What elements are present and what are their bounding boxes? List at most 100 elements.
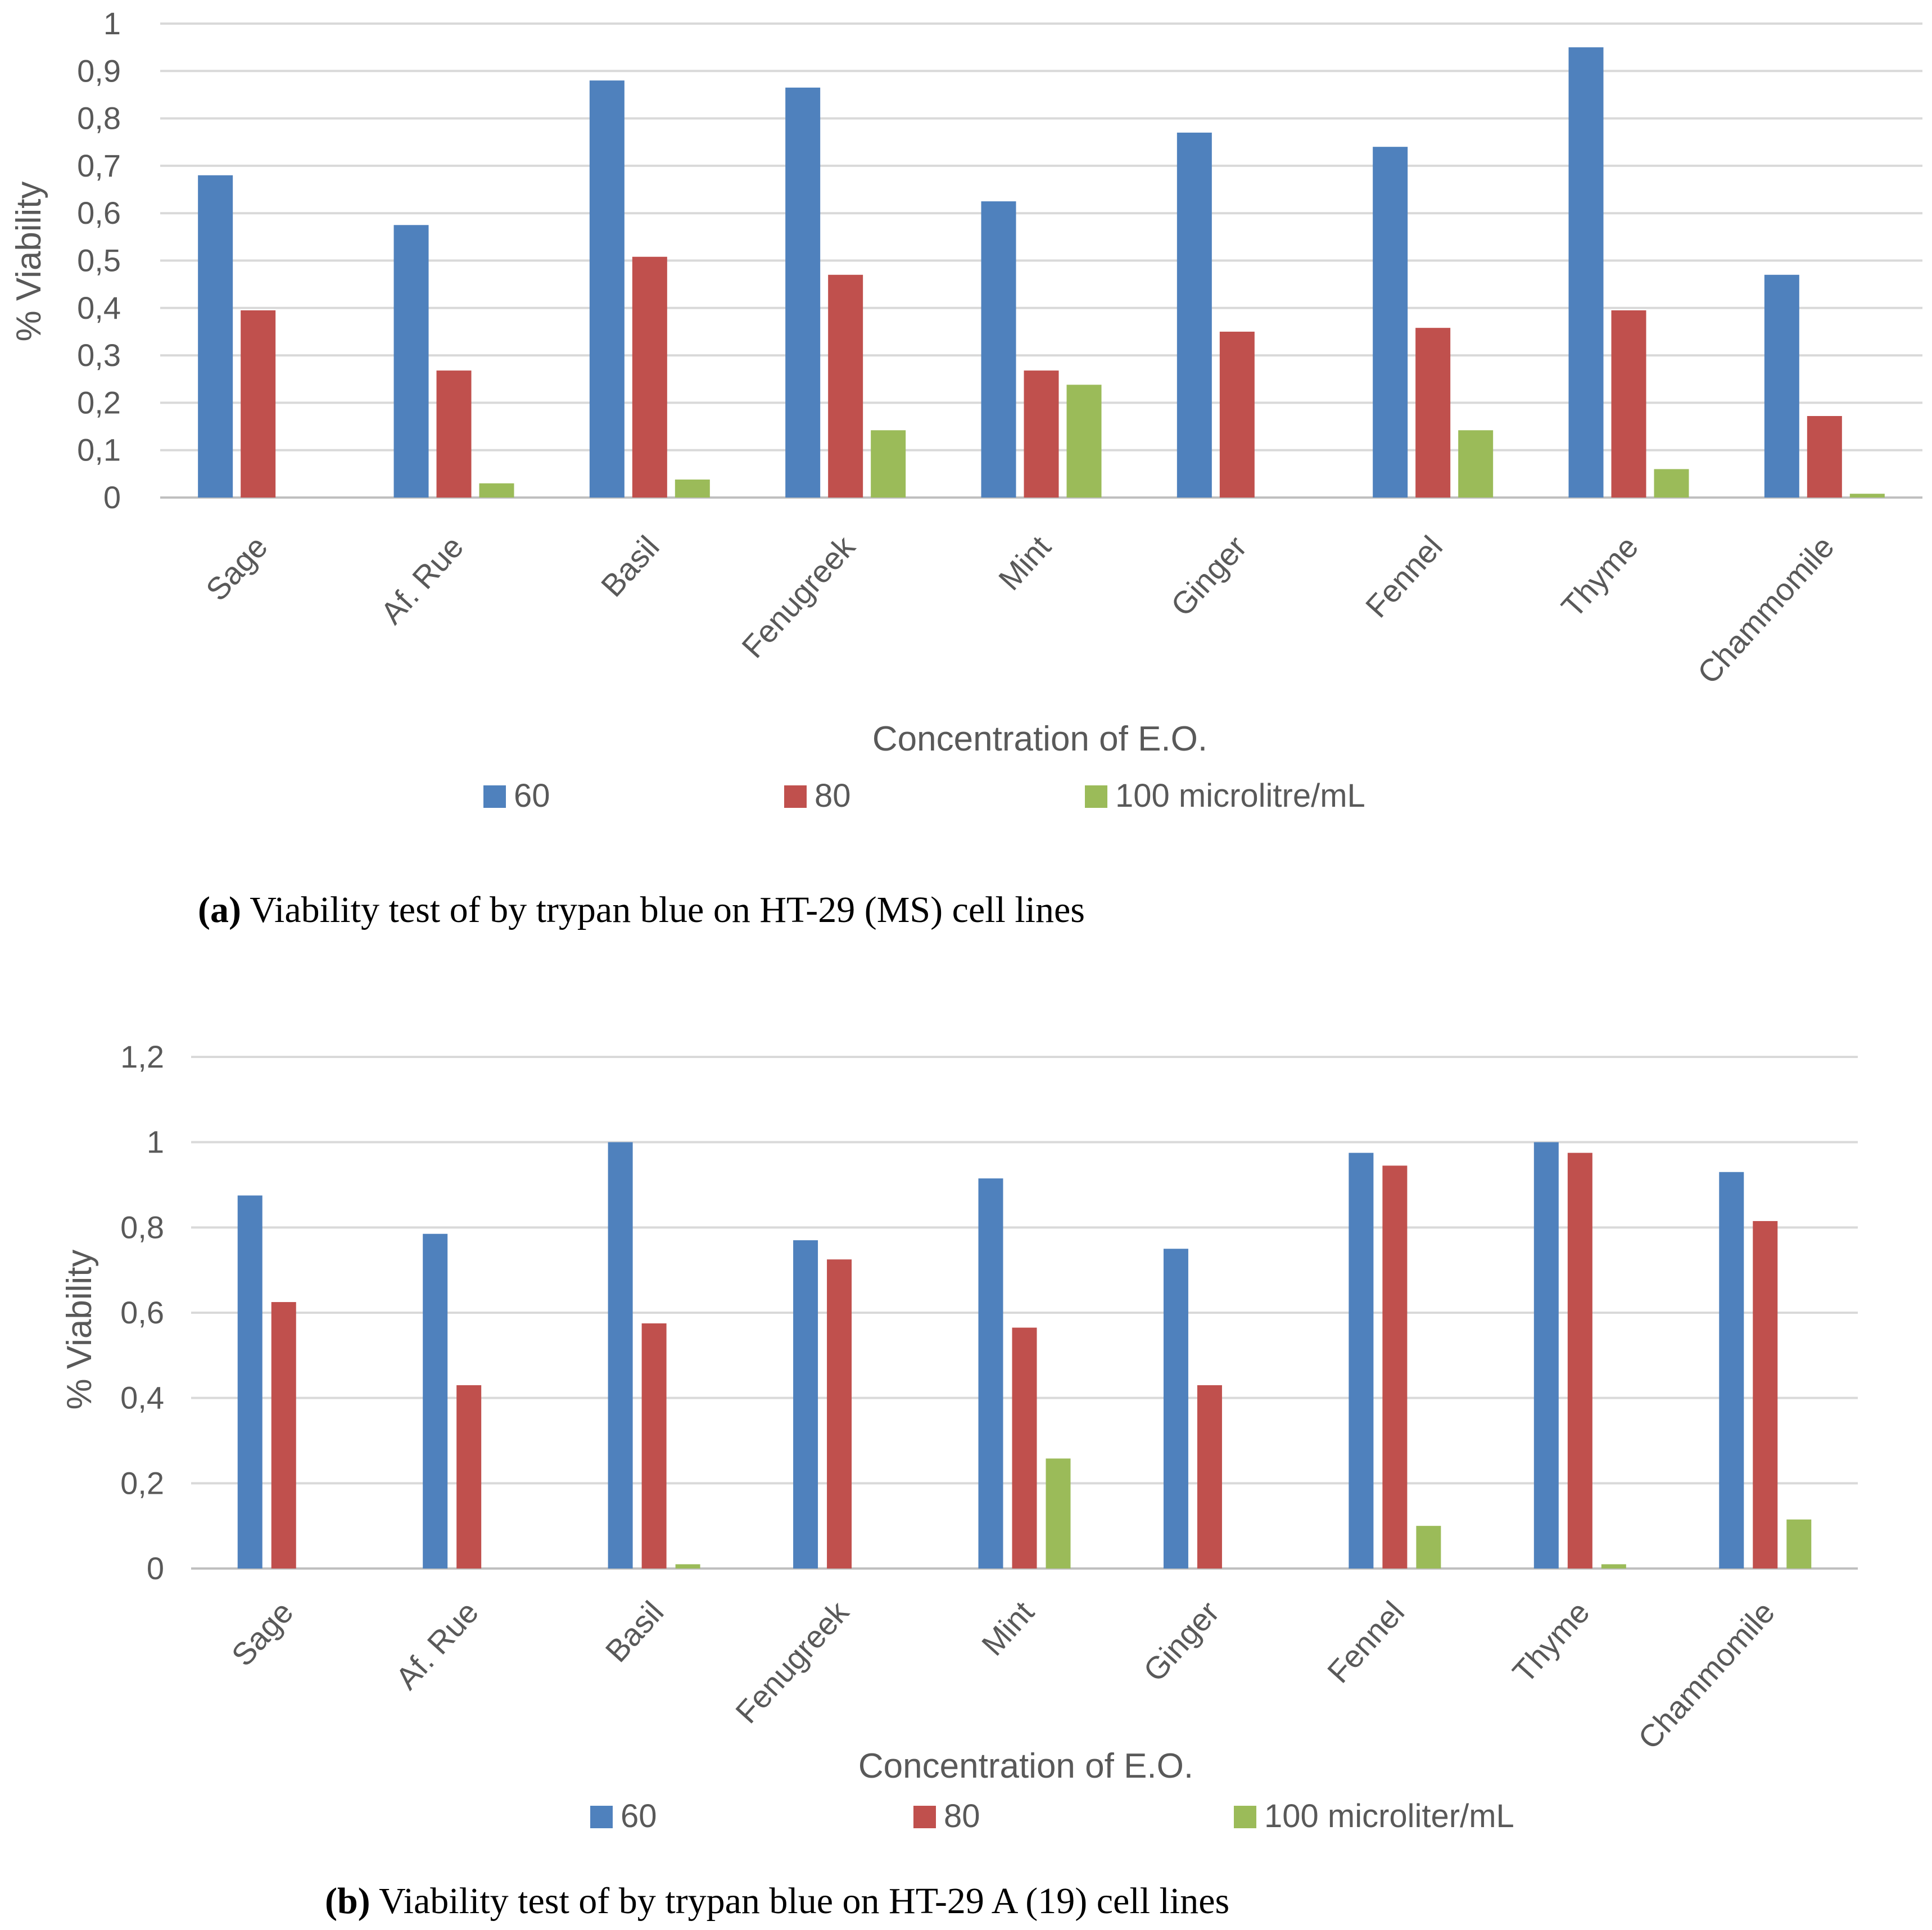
chart-b-bar	[978, 1178, 1003, 1569]
chart-b-legend-swatch	[913, 1806, 936, 1828]
chart-b-bar	[1046, 1458, 1071, 1569]
chart-a-bar	[1568, 47, 1604, 498]
chart-b-x-tick-label: Mint	[975, 1594, 1041, 1662]
chart-a-bar	[675, 479, 710, 498]
chart-a-bar	[393, 225, 429, 498]
chart-a-bar	[1066, 385, 1102, 498]
chart-b-y-tick-label: 1,2	[120, 1039, 164, 1074]
chart-b-bar	[793, 1240, 818, 1569]
chart-a-caption: (a) Viability test of by trypan blue on …	[198, 889, 1085, 930]
chart-a-x-tick-label: Chammomile	[1690, 529, 1841, 690]
chart-a-y-axis-title: % Viability	[10, 182, 48, 342]
chart-a-caption-label: (a)	[198, 889, 241, 930]
chart-b-bar	[1382, 1165, 1408, 1569]
chart-b-bar	[1567, 1152, 1592, 1569]
chart-a-bar	[1807, 416, 1842, 498]
chart-a-y-tick-label: 0,2	[77, 385, 121, 420]
chart-a-y-tick-label: 0,9	[77, 53, 121, 88]
chart-b-legend-label: 60	[621, 1798, 657, 1834]
chart-b-bar	[1163, 1249, 1188, 1569]
chart-a-bar	[479, 483, 514, 498]
chart-a-bar	[981, 201, 1016, 498]
chart-b-y-tick-label: 1	[147, 1124, 164, 1160]
chart-b: 0 0,2 0,4 0,6 0,8 1 1,2 Sage Af. Rue Basil Fenugr…	[60, 1039, 1858, 1922]
chart-a-x-ticks: Sage Af. Rue Basil Fenugreek Mint Ginger Fenne…	[199, 528, 1841, 690]
chart-b-x-tick-label: Ginger	[1137, 1594, 1226, 1688]
chart-b-bar	[675, 1564, 700, 1569]
chart-a-bar	[1219, 331, 1255, 498]
chart-b-bars	[237, 1142, 1812, 1569]
chart-b-bar	[1753, 1221, 1778, 1569]
chart-b-bar	[827, 1259, 852, 1569]
chart-b-legend: 60 80 100 microliter/mL	[590, 1798, 1514, 1834]
chart-b-y-tick-label: 0	[147, 1551, 164, 1586]
chart-b-y-ticks: 0 0,2 0,4 0,6 0,8 1 1,2	[120, 1039, 164, 1586]
chart-b-x-tick-label: Fenugreek	[729, 1594, 856, 1730]
chart-a-bar	[632, 256, 667, 498]
chart-b-x-tick-label: Chammomile	[1631, 1594, 1782, 1756]
chart-a-y-tick-label: 0,7	[77, 148, 121, 183]
chart-b-x-tick-label: Sage	[224, 1594, 300, 1673]
chart-b-bar	[1533, 1142, 1559, 1569]
chart-a-x-tick-label: Sage	[199, 529, 274, 607]
chart-b-x-tick-label: Af. Rue	[388, 1594, 485, 1696]
chart-a-bar	[1373, 147, 1408, 498]
chart-b-bar	[641, 1323, 667, 1569]
chart-b-bar	[1719, 1172, 1744, 1569]
chart-a-x-tick-label: Af. Rue	[374, 529, 470, 631]
chart-a-bar	[1177, 132, 1212, 498]
chart-a-bar	[785, 87, 821, 498]
chart-b-bar	[1012, 1327, 1037, 1569]
chart-b-x-axis-title: Concentration of E.O.	[858, 1747, 1193, 1786]
chart-b-y-tick-label: 0,4	[120, 1380, 164, 1416]
chart-b-y-tick-label: 0,2	[120, 1465, 164, 1500]
chart-a-x-tick-label: Fenugreek	[735, 528, 862, 665]
chart-b-caption-label: (b)	[325, 1881, 370, 1922]
chart-a-bar	[1024, 370, 1059, 498]
chart-b-bar	[608, 1142, 633, 1569]
chart-a-bar	[1611, 310, 1646, 498]
chart-a-legend-swatch	[784, 785, 807, 808]
chart-a: 0 0,1 0,2 0,3 0,4 0,5 0,6 0,7 0,8 0,9 1 Sage Af. Ru…	[10, 6, 1922, 930]
chart-b-bar	[1197, 1385, 1222, 1569]
chart-a-y-tick-label: 0,6	[77, 195, 121, 230]
chart-a-y-tick-label: 0,3	[77, 337, 121, 373]
chart-b-x-tick-label: Basil	[598, 1594, 670, 1669]
chart-a-bar	[828, 274, 863, 498]
chart-b-y-tick-label: 0,6	[120, 1295, 164, 1330]
chart-a-x-tick-label: Fennel	[1359, 529, 1449, 624]
chart-a-x-tick-label: Thyme	[1554, 529, 1645, 624]
chart-b-caption: (b) Viability test of by trypan blue on …	[325, 1881, 1229, 1922]
chart-b-legend-swatch	[1234, 1806, 1256, 1828]
chart-b-legend-label: 100 microliter/mL	[1264, 1798, 1514, 1834]
chart-b-y-axis-title: % Viability	[60, 1250, 99, 1410]
chart-a-y-tick-label: 0,1	[77, 432, 121, 468]
chart-a-y-tick-label: 0,5	[77, 243, 121, 278]
chart-a-bar	[1458, 430, 1494, 498]
chart-a-caption-text: Viability test of by trypan blue on HT-2…	[241, 889, 1085, 930]
chart-b-bar	[456, 1385, 482, 1569]
chart-a-y-ticks: 0 0,1 0,2 0,3 0,4 0,5 0,6 0,7 0,8 0,9 1	[77, 6, 121, 515]
chart-a-bar	[1654, 469, 1689, 498]
chart-b-bar	[1786, 1519, 1812, 1569]
chart-a-bar	[589, 80, 625, 498]
chart-a-y-tick-label: 0,4	[77, 290, 121, 326]
chart-a-legend-label: 100 microlitre/mL	[1115, 778, 1365, 814]
chart-a-bar	[241, 310, 276, 498]
chart-a-x-tick-label: Ginger	[1164, 529, 1253, 623]
chart-a-bar	[1849, 494, 1885, 498]
chart-a-x-axis-title: Concentration of E.O.	[872, 720, 1207, 758]
chart-b-x-tick-label: Fennel	[1320, 1594, 1411, 1689]
chart-a-legend-swatch	[1085, 785, 1107, 808]
chart-a-bar	[436, 370, 472, 498]
chart-a-legend-label: 60	[514, 778, 550, 814]
chart-b-bar	[271, 1302, 296, 1569]
chart-a-y-tick-label: 0	[103, 480, 121, 515]
chart-a-x-tick-label: Basil	[594, 529, 666, 603]
chart-a-bars	[198, 47, 1885, 498]
chart-b-bar	[1416, 1526, 1441, 1569]
chart-a-legend: 60 80 100 microlitre/mL	[483, 778, 1365, 814]
chart-b-bar	[423, 1233, 448, 1569]
chart-b-caption-text: Viability test of by trypan blue on HT-2…	[370, 1881, 1230, 1922]
